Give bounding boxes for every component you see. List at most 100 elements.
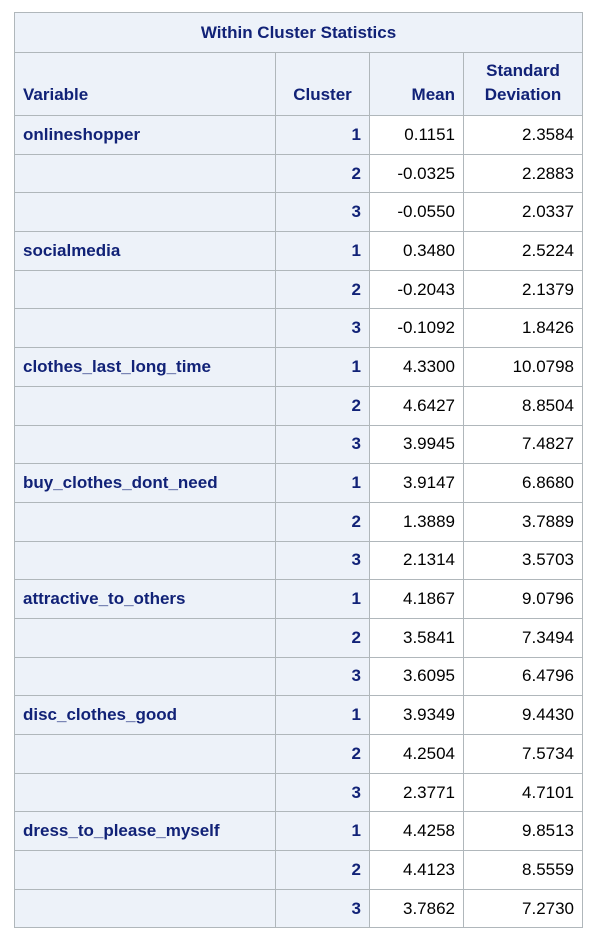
mean-cell: 4.4123 bbox=[369, 850, 464, 890]
column-header-row: Variable Cluster Mean Standard Deviation bbox=[14, 52, 584, 116]
mean-cell: 3.7862 bbox=[369, 888, 464, 929]
variable-cell bbox=[14, 153, 276, 194]
mean-cell: -0.2043 bbox=[369, 269, 464, 310]
cluster-cell: 1 bbox=[275, 115, 370, 155]
cluster-cell: 2 bbox=[275, 385, 370, 426]
variable-cell: clothes_last_long_time bbox=[14, 347, 276, 387]
table-row: 3 -0.0550 2.0337 bbox=[14, 192, 584, 233]
std-dev-cell: 7.2730 bbox=[462, 888, 584, 929]
variable-cell bbox=[14, 734, 276, 774]
table-body: onlineshopper 1 0.1151 2.3584 2 -0.0325 2.2883… bbox=[14, 115, 584, 929]
cluster-cell: 3 bbox=[275, 656, 370, 697]
variable-cell: socialmedia bbox=[14, 231, 276, 271]
cluster-cell: 3 bbox=[275, 424, 370, 465]
std-dev-cell: 9.4430 bbox=[462, 695, 584, 735]
mean-cell: 4.3300 bbox=[369, 347, 464, 387]
mean-cell: 4.6427 bbox=[369, 385, 464, 426]
column-header-variable: Variable bbox=[14, 52, 276, 116]
std-dev-cell: 6.8680 bbox=[462, 463, 584, 503]
mean-cell: 2.3771 bbox=[369, 772, 464, 813]
mean-cell: 0.3480 bbox=[369, 231, 464, 271]
mean-cell: 3.6095 bbox=[369, 656, 464, 697]
cluster-cell: 2 bbox=[275, 617, 370, 658]
table-row: 3 -0.1092 1.8426 bbox=[14, 308, 584, 349]
std-dev-cell: 4.7101 bbox=[462, 772, 584, 813]
mean-cell: -0.0550 bbox=[369, 192, 464, 233]
table-row: 2 3.5841 7.3494 bbox=[14, 617, 584, 658]
mean-cell: 3.9349 bbox=[369, 695, 464, 735]
std-dev-cell: 7.3494 bbox=[462, 617, 584, 658]
table-row: 3 3.9945 7.4827 bbox=[14, 424, 584, 465]
variable-cell: onlineshopper bbox=[14, 115, 276, 155]
table-row: dress_to_please_myself 1 4.4258 9.8513 bbox=[14, 811, 584, 852]
column-header-cluster: Cluster bbox=[275, 52, 370, 116]
mean-cell: 1.3889 bbox=[369, 501, 464, 542]
variable-cell bbox=[14, 850, 276, 890]
std-dev-cell: 2.0337 bbox=[462, 192, 584, 233]
variable-cell bbox=[14, 540, 276, 581]
table-title: Within Cluster Statistics bbox=[13, 12, 584, 53]
within-cluster-statistics-table: Within Cluster Statistics Variable Clust… bbox=[13, 12, 584, 929]
std-dev-cell: 7.4827 bbox=[462, 424, 584, 465]
mean-cell: 3.9147 bbox=[369, 463, 464, 503]
variable-cell bbox=[14, 192, 276, 233]
variable-cell bbox=[14, 772, 276, 813]
cluster-cell: 2 bbox=[275, 269, 370, 310]
variable-cell bbox=[14, 269, 276, 310]
column-header-std-line1: Standard bbox=[486, 61, 560, 80]
variable-cell bbox=[14, 501, 276, 542]
mean-cell: 0.1151 bbox=[369, 115, 464, 155]
table-row: buy_clothes_dont_need 1 3.9147 6.8680 bbox=[14, 463, 584, 503]
table-row: 3 2.3771 4.7101 bbox=[14, 772, 584, 813]
cluster-cell: 1 bbox=[275, 347, 370, 387]
std-dev-cell: 3.5703 bbox=[462, 540, 584, 581]
std-dev-cell: 8.8504 bbox=[462, 385, 584, 426]
table-row: 2 4.6427 8.8504 bbox=[14, 385, 584, 426]
table-row: socialmedia 1 0.3480 2.5224 bbox=[14, 231, 584, 271]
table-row: 3 2.1314 3.5703 bbox=[14, 540, 584, 581]
cluster-cell: 1 bbox=[275, 579, 370, 619]
table-row: 3 3.6095 6.4796 bbox=[14, 656, 584, 697]
std-dev-cell: 2.3584 bbox=[462, 115, 584, 155]
mean-cell: 4.4258 bbox=[369, 811, 464, 852]
variable-cell bbox=[14, 308, 276, 349]
std-dev-cell: 2.5224 bbox=[462, 231, 584, 271]
mean-cell: 4.1867 bbox=[369, 579, 464, 619]
column-header-standard-deviation: Standard Deviation bbox=[462, 52, 584, 116]
cluster-cell: 2 bbox=[275, 850, 370, 890]
variable-cell: disc_clothes_good bbox=[14, 695, 276, 735]
std-dev-cell: 2.2883 bbox=[462, 153, 584, 194]
cluster-cell: 3 bbox=[275, 772, 370, 813]
std-dev-cell: 2.1379 bbox=[462, 269, 584, 310]
mean-cell: 2.1314 bbox=[369, 540, 464, 581]
table-row: clothes_last_long_time 1 4.3300 10.0798 bbox=[14, 347, 584, 387]
mean-cell: -0.0325 bbox=[369, 153, 464, 194]
table-row: attractive_to_others 1 4.1867 9.0796 bbox=[14, 579, 584, 619]
std-dev-cell: 7.5734 bbox=[462, 734, 584, 774]
mean-cell: 3.5841 bbox=[369, 617, 464, 658]
mean-cell: -0.1092 bbox=[369, 308, 464, 349]
variable-cell: attractive_to_others bbox=[14, 579, 276, 619]
cluster-cell: 3 bbox=[275, 192, 370, 233]
table-row: 2 1.3889 3.7889 bbox=[14, 501, 584, 542]
cluster-cell: 3 bbox=[275, 888, 370, 929]
variable-cell bbox=[14, 656, 276, 697]
table-row: 2 -0.0325 2.2883 bbox=[14, 153, 584, 194]
cluster-cell: 2 bbox=[275, 501, 370, 542]
variable-cell bbox=[14, 888, 276, 929]
std-dev-cell: 9.0796 bbox=[462, 579, 584, 619]
cluster-cell: 2 bbox=[275, 734, 370, 774]
variable-cell bbox=[14, 617, 276, 658]
std-dev-cell: 6.4796 bbox=[462, 656, 584, 697]
table-row: 2 4.2504 7.5734 bbox=[14, 734, 584, 774]
table-row: 2 -0.2043 2.1379 bbox=[14, 269, 584, 310]
variable-cell: buy_clothes_dont_need bbox=[14, 463, 276, 503]
column-header-std-line2: Deviation bbox=[484, 85, 562, 104]
cluster-cell: 2 bbox=[275, 153, 370, 194]
table-row: 3 3.7862 7.2730 bbox=[14, 888, 584, 929]
table-row: 2 4.4123 8.5559 bbox=[14, 850, 584, 890]
table-title-row: Within Cluster Statistics bbox=[13, 12, 584, 53]
mean-cell: 4.2504 bbox=[369, 734, 464, 774]
variable-cell bbox=[14, 424, 276, 465]
std-dev-cell: 10.0798 bbox=[462, 347, 584, 387]
